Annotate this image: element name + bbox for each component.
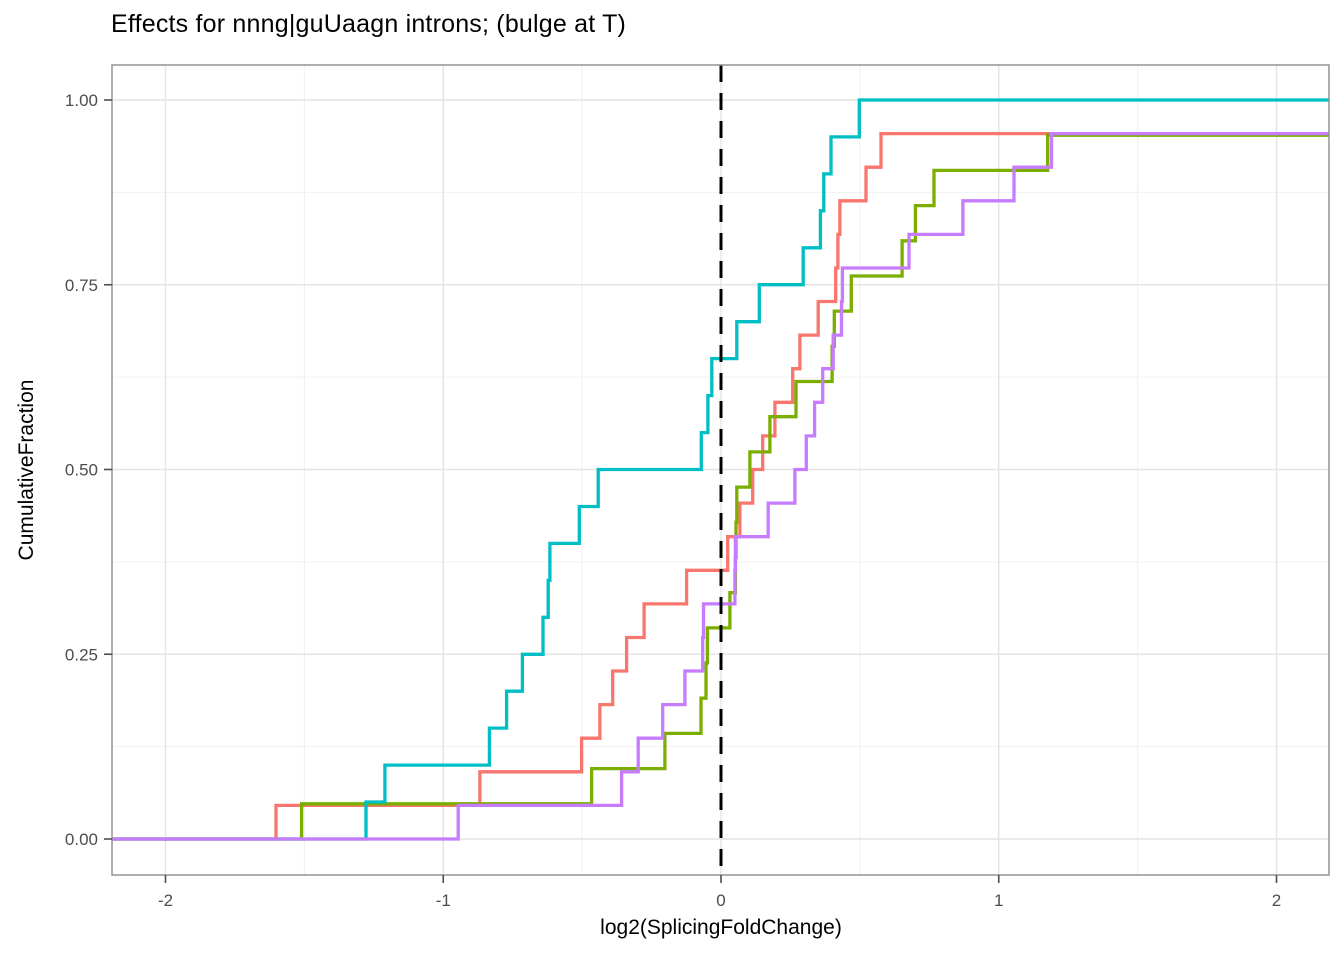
x-tick-label: 2 — [1272, 891, 1281, 910]
series-purple-line — [112, 131, 1329, 841]
y-tick-label: 1.00 — [65, 91, 98, 110]
series-olive-green-line — [112, 133, 1329, 841]
x-axis-title: log2(SplicingFoldChange) — [600, 916, 842, 939]
y-tick-label: 0.00 — [65, 830, 98, 849]
plot-title: Effects for nnng|guUaagn introns; (bulge… — [111, 10, 627, 38]
series-teal-line — [112, 98, 1329, 841]
y-tick-label: 0.50 — [65, 461, 98, 480]
y-tick-label: 0.25 — [65, 645, 98, 664]
x-tick-label: -1 — [436, 891, 451, 910]
x-tick-label: -2 — [158, 891, 173, 910]
x-tick-label: 0 — [716, 891, 725, 910]
series-salmon-line — [112, 131, 1329, 841]
y-tick-label: 0.75 — [65, 276, 98, 295]
x-tick-label: 1 — [994, 891, 1003, 910]
